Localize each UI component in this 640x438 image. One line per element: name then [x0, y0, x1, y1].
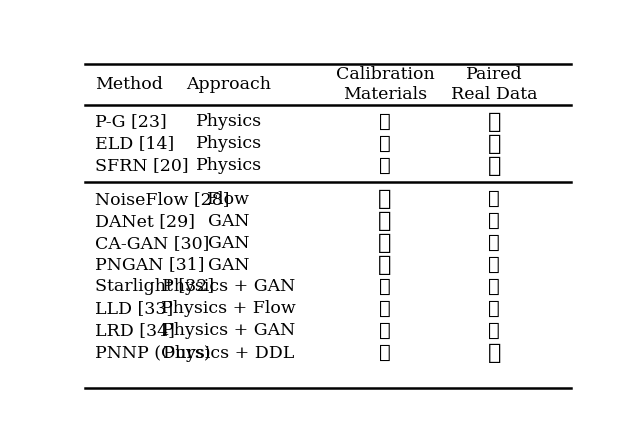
Text: ✓: ✓ [488, 300, 500, 318]
Text: Physics + Flow: Physics + Flow [161, 300, 296, 318]
Text: ✗: ✗ [378, 188, 392, 210]
Text: ✓: ✓ [488, 234, 500, 252]
Text: Approach: Approach [186, 76, 271, 93]
Text: DANet [29]: DANet [29] [95, 213, 195, 230]
Text: Physics + GAN: Physics + GAN [162, 279, 296, 296]
Text: NoiseFlow [28]: NoiseFlow [28] [95, 191, 229, 208]
Text: P-G [23]: P-G [23] [95, 113, 166, 130]
Text: ✗: ✗ [378, 232, 392, 254]
Text: Physics: Physics [196, 135, 262, 152]
Text: ✓: ✓ [488, 212, 500, 230]
Text: ✓: ✓ [488, 322, 500, 340]
Text: Physics + DDL: Physics + DDL [163, 345, 294, 362]
Text: ✓: ✓ [379, 156, 391, 174]
Text: PNNP (Ours): PNNP (Ours) [95, 345, 211, 362]
Text: ELD [14]: ELD [14] [95, 135, 174, 152]
Text: Method: Method [95, 76, 163, 93]
Text: Paired
Real Data: Paired Real Data [451, 66, 538, 103]
Text: ✓: ✓ [379, 322, 391, 340]
Text: LLD [33]: LLD [33] [95, 300, 173, 318]
Text: ✓: ✓ [488, 278, 500, 296]
Text: ✗: ✗ [488, 155, 501, 177]
Text: Starlight [32]: Starlight [32] [95, 279, 214, 296]
Text: ✗: ✗ [378, 210, 392, 232]
Text: ✓: ✓ [379, 344, 391, 362]
Text: ✓: ✓ [379, 300, 391, 318]
Text: CA-GAN [30]: CA-GAN [30] [95, 235, 209, 251]
Text: Physics: Physics [196, 157, 262, 174]
Text: Calibration
Materials: Calibration Materials [335, 66, 435, 103]
Text: SFRN [20]: SFRN [20] [95, 157, 189, 174]
Text: ✗: ✗ [378, 254, 392, 276]
Text: ✗: ✗ [488, 111, 501, 133]
Text: Physics + GAN: Physics + GAN [162, 322, 296, 339]
Text: ✓: ✓ [379, 113, 391, 131]
Text: ✓: ✓ [379, 278, 391, 296]
Text: ✗: ✗ [488, 133, 501, 155]
Text: ✗: ✗ [488, 343, 501, 364]
Text: GAN: GAN [208, 213, 250, 230]
Text: GAN: GAN [208, 235, 250, 251]
Text: ✓: ✓ [379, 134, 391, 152]
Text: Flow: Flow [207, 191, 250, 208]
Text: Physics: Physics [196, 113, 262, 130]
Text: ✓: ✓ [488, 256, 500, 274]
Text: PNGAN [31]: PNGAN [31] [95, 257, 204, 274]
Text: ✓: ✓ [488, 190, 500, 208]
Text: LRD [34]: LRD [34] [95, 322, 175, 339]
Text: GAN: GAN [208, 257, 250, 274]
